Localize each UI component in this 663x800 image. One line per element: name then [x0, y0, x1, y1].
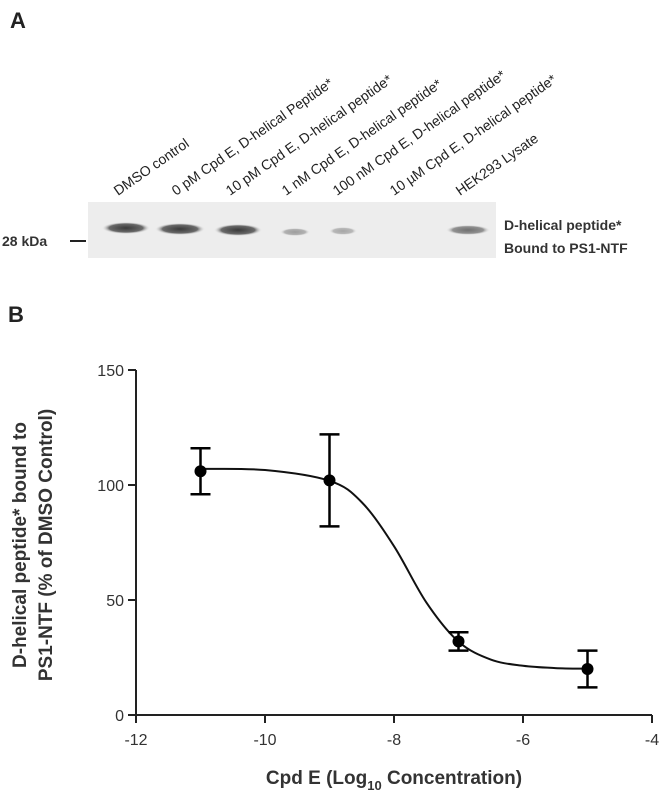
y-tick-label: 50 [106, 593, 124, 610]
x-tick-label: -4 [645, 732, 659, 749]
x-axis-title-text: Cpd E (Log [266, 768, 367, 789]
data-point [452, 635, 465, 648]
x-tick-label: -6 [516, 732, 530, 749]
x-tick-label: -10 [253, 732, 276, 749]
y-tick-label: 150 [97, 363, 124, 380]
band [329, 227, 357, 235]
fit-curve [200, 467, 588, 670]
y-tick-label: 100 [97, 478, 124, 495]
x-tick-label: -8 [387, 732, 401, 749]
bands [102, 222, 490, 236]
band [214, 224, 262, 236]
x-axis-title-tail: Concentration) [382, 768, 522, 789]
data-point [581, 663, 594, 675]
panel-label: A [10, 8, 26, 33]
band-label: D-helical peptide* [504, 217, 622, 233]
marker-label: 28 kDa [2, 233, 47, 249]
band [446, 225, 490, 235]
band [280, 228, 310, 236]
y-axis-title: D-helical peptide* bound to [10, 422, 31, 668]
y-tick-label: 0 [115, 708, 124, 725]
x-tick-label: -12 [124, 732, 147, 749]
y-axis-title: PS1-NTF (% of DMSO Control) [36, 409, 57, 681]
band [155, 223, 205, 235]
panel-label: B [8, 302, 24, 327]
x-axis-title: Cpd E (Log10 Concentration) [266, 768, 522, 793]
chart: 0 50 100 150 -12 -10 -8 -6 -4 [97, 363, 659, 749]
band-label: Bound to PS1-NTF [504, 240, 628, 256]
data-point [194, 465, 207, 478]
x-axis-title-sub: 10 [367, 778, 381, 793]
data-point [323, 474, 336, 487]
band [102, 222, 150, 234]
